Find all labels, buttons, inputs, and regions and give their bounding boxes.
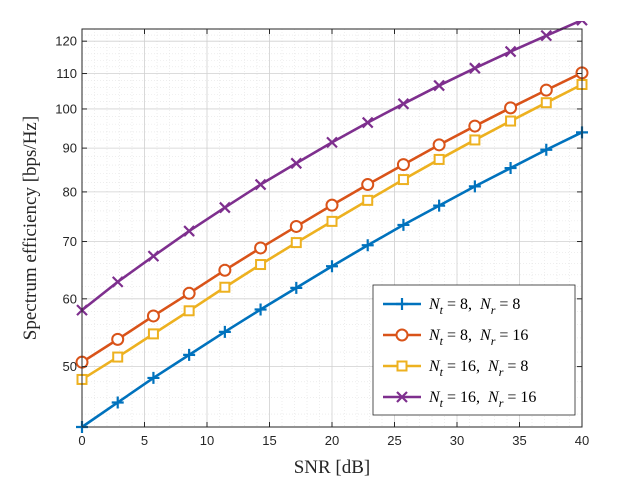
data-point (219, 281, 231, 293)
x-tick-label: 20 (325, 433, 339, 448)
series-2 (75, 66, 589, 369)
series-3 (76, 79, 588, 385)
data-point (468, 119, 482, 133)
data-point (433, 153, 445, 165)
data-point (433, 199, 446, 212)
series-layer (75, 21, 589, 433)
y-tick-label: 120 (55, 34, 77, 49)
axis-ticks (81, 29, 583, 427)
legend-entry: Nt = 8, Nr = 8 (383, 296, 520, 317)
data-point (504, 101, 518, 115)
data-point (432, 138, 446, 152)
data-point (433, 79, 445, 92)
y-tick-label: 60 (63, 291, 77, 306)
data-point (504, 162, 517, 175)
legend-label: Nt = 8, Nr = 8 (428, 296, 520, 317)
legend-marker (395, 328, 409, 342)
data-point (290, 281, 303, 294)
x-tick-label: 0 (78, 433, 85, 448)
data-point (539, 83, 553, 97)
data-point (147, 250, 160, 262)
data-point (146, 309, 160, 323)
data-point (361, 178, 375, 192)
x-tick-label: 5 (141, 433, 148, 448)
x-tick-label: 30 (450, 433, 464, 448)
data-point (325, 198, 339, 212)
data-point (576, 21, 588, 26)
series-4 (76, 21, 588, 316)
legend-label: Nt = 16, Nr = 16 (428, 389, 536, 410)
data-point (505, 115, 517, 127)
data-point (397, 174, 409, 186)
data-point (255, 259, 267, 271)
x-tick-label: 35 (512, 433, 526, 448)
legend: Nt = 8, Nr = 8 Nt = 8, Nr = 16 Nt = 16, Nr… (372, 284, 576, 416)
data-point (290, 237, 302, 249)
data-point (147, 328, 159, 340)
legend-label: Nt = 16, Nr = 8 (428, 358, 528, 379)
data-point (183, 305, 195, 317)
data-point (147, 371, 160, 384)
data-point (112, 351, 124, 363)
data-point (254, 303, 267, 316)
legend-entry: Nt = 16, Nr = 16 (383, 389, 536, 410)
tick-labels: 0 5 10 15 20 25 30 35 40 50 60 70 80 90 100 110 120 (55, 34, 589, 448)
legend-marker (396, 360, 408, 372)
data-point (469, 134, 481, 146)
y-axis-label: Spectrum efficiency [bps/Hz] (20, 116, 41, 340)
data-point (362, 194, 374, 206)
y-tick-label: 50 (63, 359, 77, 374)
data-point (289, 219, 303, 233)
legend-entry: Nt = 8, Nr = 16 (383, 327, 528, 348)
data-point (540, 97, 552, 109)
data-point (326, 260, 338, 273)
data-point (326, 136, 338, 149)
x-tick-label: 15 (262, 433, 276, 448)
legend-marker (396, 298, 408, 310)
data-point (111, 396, 124, 409)
x-tick-label: 40 (575, 433, 589, 448)
data-point (504, 45, 517, 58)
data-point (361, 116, 374, 129)
data-point (397, 98, 410, 110)
data-point (290, 157, 303, 170)
data-point (111, 276, 124, 288)
data-point (396, 158, 410, 172)
data-point (183, 348, 196, 361)
legend-entry: Nt = 16, Nr = 8 (383, 358, 528, 379)
data-point (469, 62, 481, 74)
data-point (182, 286, 196, 300)
data-point (540, 29, 553, 42)
y-tick-label: 90 (63, 141, 77, 156)
legend-label: Nt = 8, Nr = 16 (428, 327, 528, 348)
data-point (111, 332, 125, 346)
x-tick-label: 10 (200, 433, 214, 448)
data-point (218, 263, 232, 277)
data-point (218, 325, 231, 338)
data-point (254, 178, 267, 191)
data-point (397, 218, 410, 231)
data-point (326, 215, 338, 227)
y-tick-label: 100 (55, 101, 77, 116)
data-point (254, 241, 268, 255)
x-tick-label: 25 (387, 433, 401, 448)
data-point (361, 239, 374, 252)
legend-marker (396, 391, 408, 403)
x-axis-label: SNR [dB] (294, 457, 371, 478)
series-1 (76, 126, 588, 433)
y-tick-label: 70 (63, 234, 77, 249)
y-tick-label: 80 (63, 184, 77, 199)
data-point (468, 180, 481, 193)
data-point (540, 143, 553, 156)
data-point (183, 225, 195, 237)
data-point (219, 201, 231, 214)
y-tick-label: 110 (56, 66, 77, 81)
